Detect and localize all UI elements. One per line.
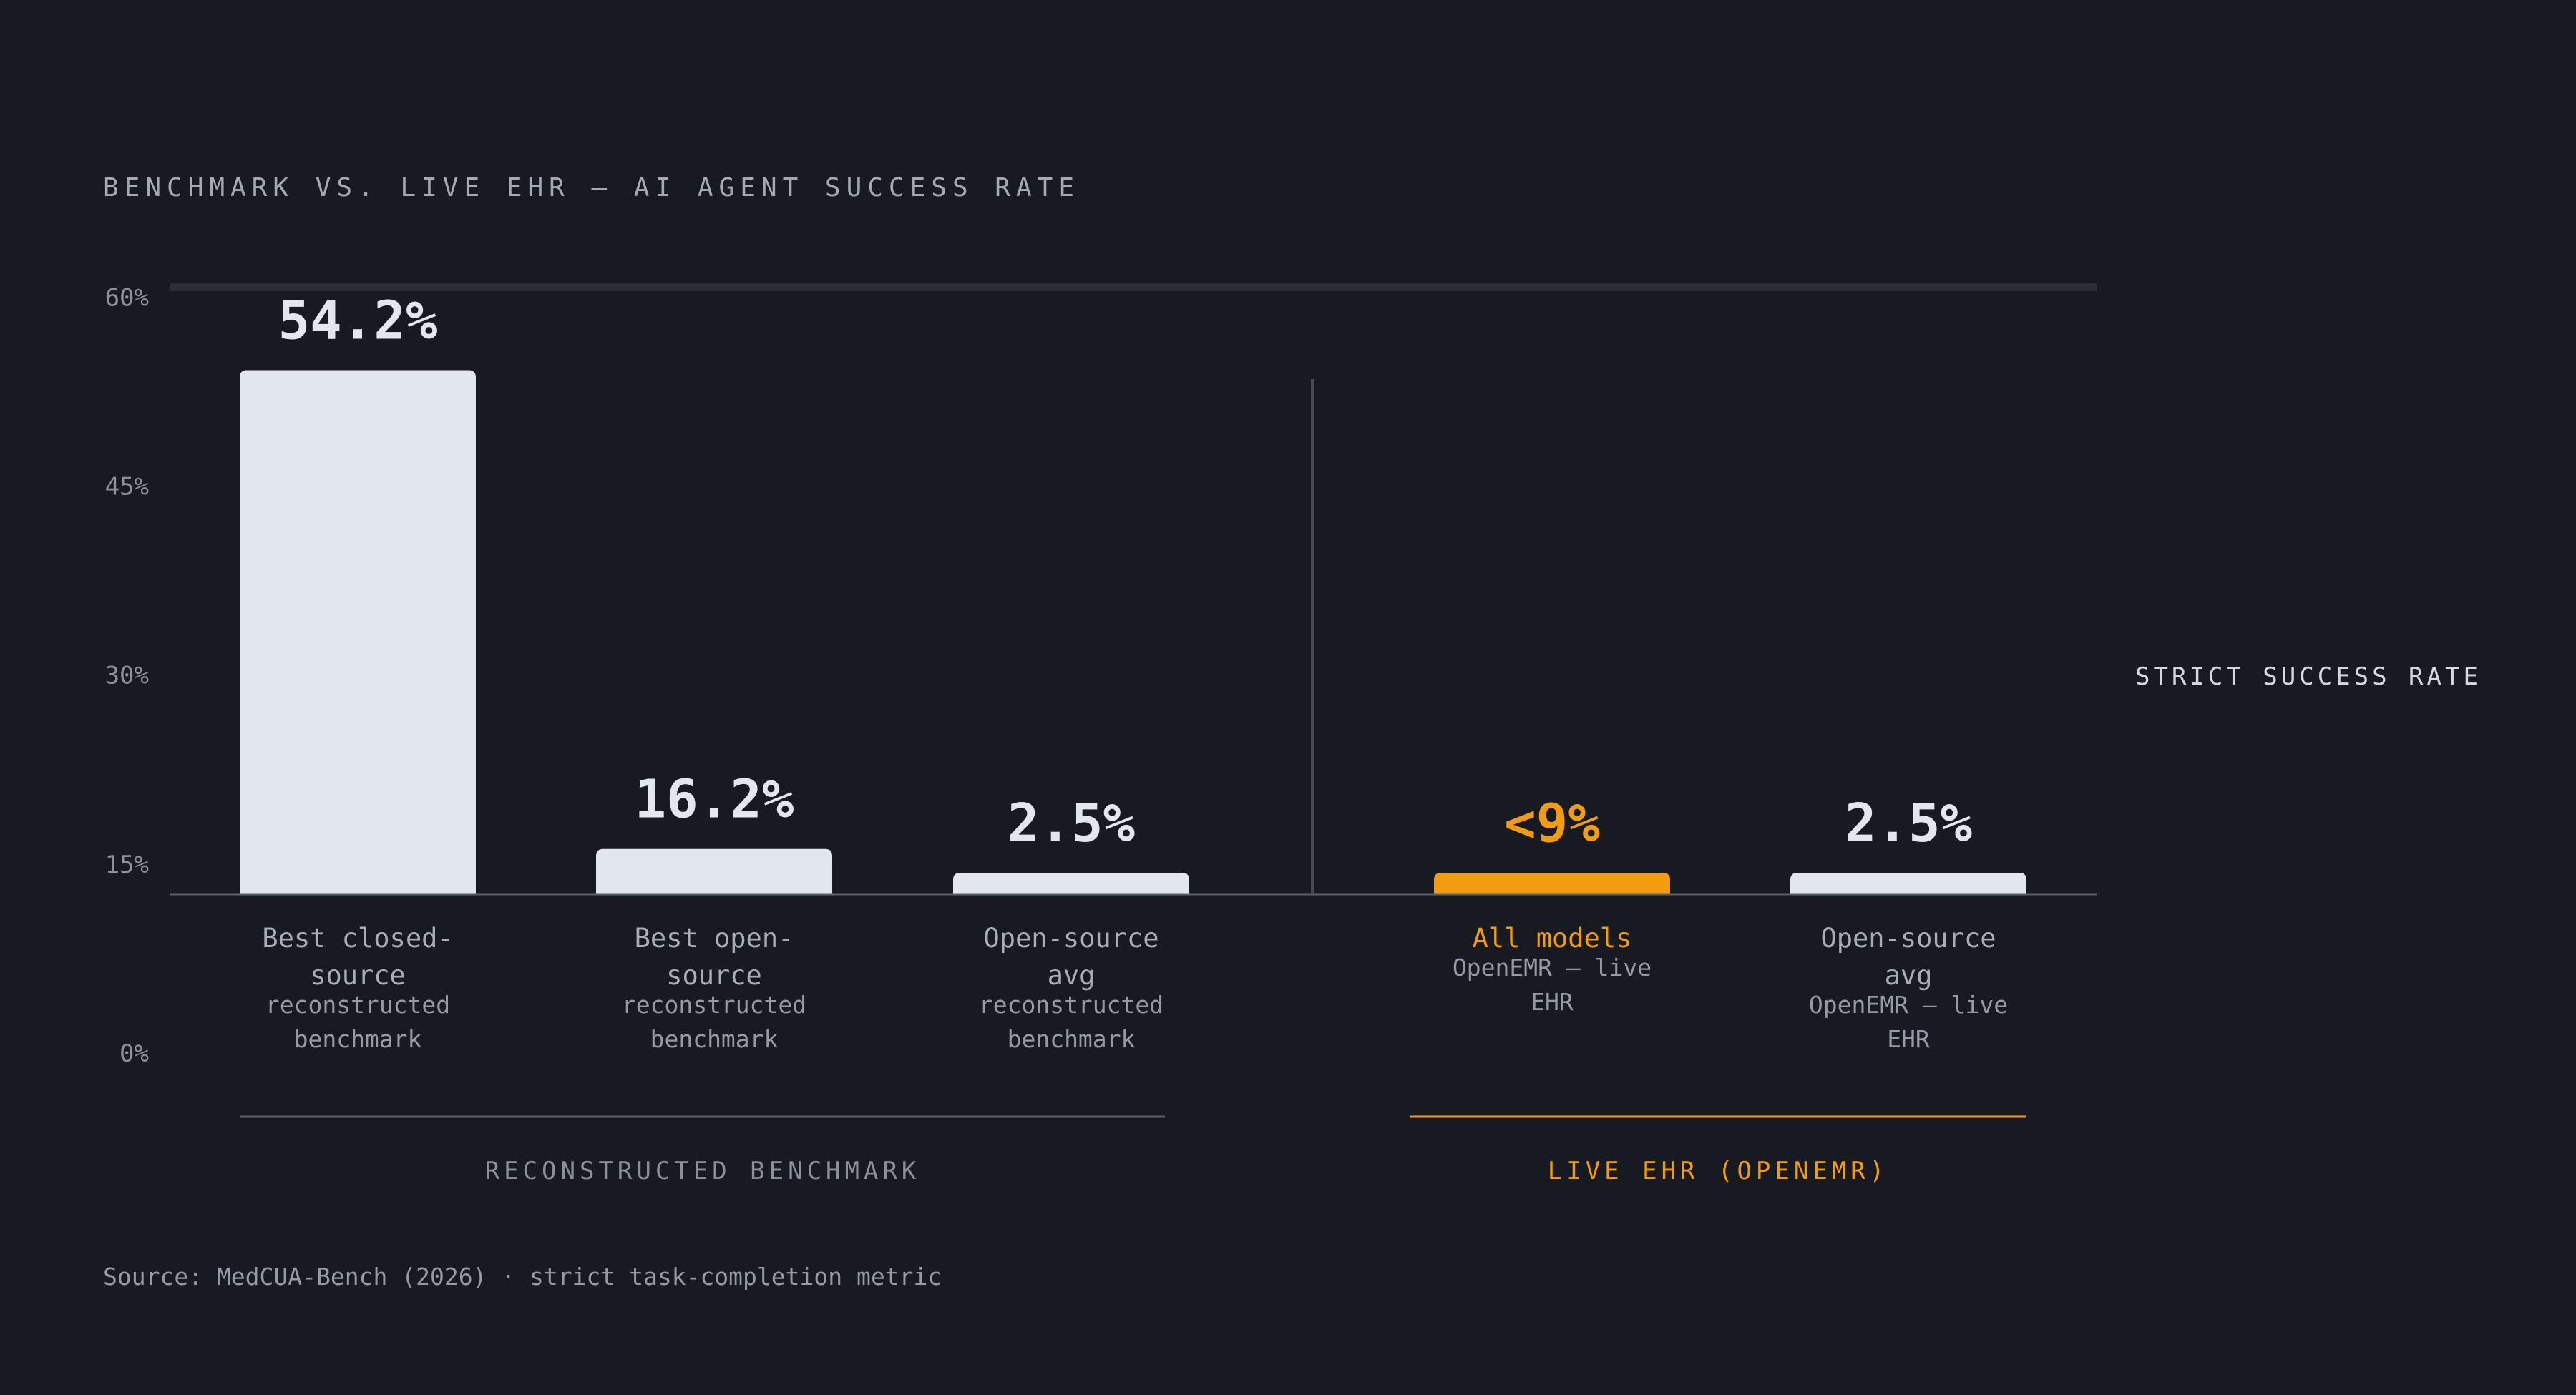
- y-axis-label: STRICT SUCCESS RATE: [2135, 662, 2482, 691]
- category-sublabel: reconstructed: [265, 991, 450, 1019]
- group-labels: RECONSTRUCTED BENCHMARK LIVE EHR (OPENEMR…: [240, 1115, 2026, 1185]
- category-label: source: [310, 960, 406, 991]
- category-sublabel: reconstructed: [979, 991, 1163, 1019]
- bar: [596, 848, 832, 894]
- bars: 54.2%Best closed-sourcereconstructedbenc…: [240, 290, 2026, 1053]
- value-label: 16.2%: [635, 769, 794, 831]
- bar: [1434, 873, 1670, 894]
- category-sublabel: benchmark: [650, 1025, 779, 1053]
- chart-title: BENCHMARK VS. LIVE EHR — AI AGENT SUCCES…: [103, 173, 1080, 202]
- bar: [1790, 873, 2026, 894]
- category-sublabel: reconstructed: [622, 991, 806, 1019]
- y-tick-label: 45%: [105, 473, 149, 501]
- value-label: 54.2%: [278, 290, 438, 352]
- category-label: avg: [1048, 960, 1096, 991]
- category-label: All models: [1473, 923, 1632, 954]
- category-label: avg: [1885, 960, 1933, 991]
- y-axis-ticks: 0% 15% 30% 45% 60%: [105, 283, 149, 1068]
- group-label: RECONSTRUCTED BENCHMARK: [485, 1157, 921, 1185]
- category-sublabel: benchmark: [294, 1025, 422, 1053]
- top-reference-line: [170, 283, 2097, 291]
- category-label: source: [666, 960, 762, 991]
- value-label: 2.5%: [1008, 793, 1136, 854]
- y-tick-label: 15%: [105, 851, 149, 879]
- value-label: 2.5%: [1845, 793, 1973, 854]
- bar: [953, 873, 1189, 894]
- category-label: Best open-: [635, 923, 794, 954]
- category-sublabel: benchmark: [1008, 1025, 1136, 1053]
- y-tick-label: 60%: [105, 283, 149, 312]
- category-label: Open-source: [1820, 923, 1996, 954]
- category-sublabel: EHR: [1531, 988, 1574, 1016]
- group-label: LIVE EHR (OPENEMR): [1548, 1157, 1888, 1185]
- bar: [240, 370, 476, 894]
- category-sublabel: EHR: [1887, 1025, 1930, 1053]
- category-sublabel: OpenEMR — live: [1453, 954, 1652, 982]
- y-tick-label: 0%: [119, 1039, 149, 1068]
- category-label: Open-source: [983, 923, 1158, 954]
- category-label: Best closed-: [262, 923, 453, 954]
- category-sublabel: OpenEMR — live: [1809, 991, 2008, 1019]
- value-label: <9%: [1504, 793, 1600, 854]
- y-tick-label: 30%: [105, 662, 149, 690]
- source-note: Source: MedCUA-Bench (2026) · strict tas…: [103, 1263, 942, 1291]
